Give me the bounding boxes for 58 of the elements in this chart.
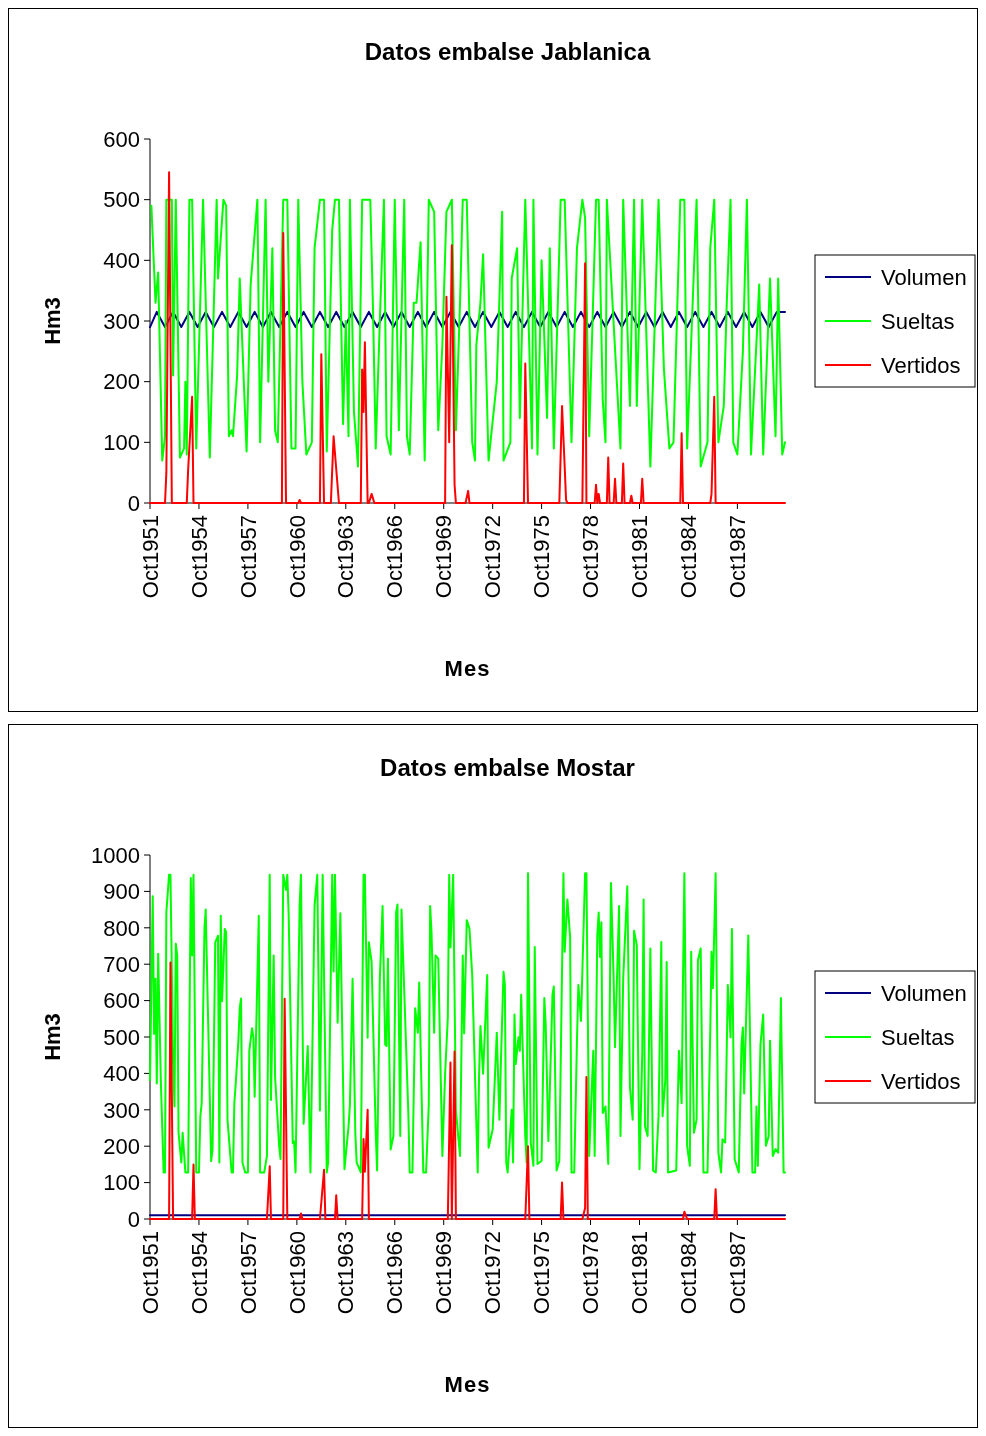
line-series xyxy=(149,872,786,1174)
y-axis-title: Hm3 xyxy=(40,1013,65,1061)
x-tick-label: Oct1975 xyxy=(529,515,555,599)
x-tick-label: Oct1966 xyxy=(382,515,408,599)
legend-label: Sueltas xyxy=(881,308,955,334)
y-tick-label: 400 xyxy=(103,248,140,274)
x-tick-label: Oct1951 xyxy=(137,515,163,599)
x-tick-label: Oct1984 xyxy=(676,1231,702,1315)
y-tick-label: 900 xyxy=(103,879,140,905)
legend-label: Vertidos xyxy=(881,1068,961,1094)
y-tick-label: 200 xyxy=(103,1133,140,1159)
y-tick-label: 100 xyxy=(103,430,140,456)
x-tick-label: Oct1963 xyxy=(333,515,359,599)
y-tick-label: 500 xyxy=(103,187,140,213)
x-tick-label: Oct1972 xyxy=(480,1231,506,1315)
y-tick-label: 200 xyxy=(103,369,140,395)
chart-title: Datos embalse Jablanica xyxy=(364,38,651,65)
chart-title: Datos embalse Mostar xyxy=(380,754,635,781)
x-tick-label: Oct1969 xyxy=(431,1231,457,1315)
legend-label: Sueltas xyxy=(881,1024,955,1050)
y-tick-label: 800 xyxy=(103,915,140,941)
x-axis-title: Mes xyxy=(444,656,491,681)
legend-label: Vertidos xyxy=(881,352,961,378)
legend-label: Volumen xyxy=(881,980,967,1006)
y-tick-label: 400 xyxy=(103,1061,140,1087)
x-tick-label: Oct1957 xyxy=(235,1231,261,1315)
y-tick-label: 600 xyxy=(103,988,140,1014)
y-tick-label: 100 xyxy=(103,1170,140,1196)
y-tick-label: 700 xyxy=(103,951,140,977)
x-tick-label: Oct1957 xyxy=(235,515,261,599)
x-tick-label: Oct1975 xyxy=(529,1231,555,1315)
x-tick-label: Oct1987 xyxy=(725,515,751,599)
y-axis-title: Hm3 xyxy=(40,297,65,345)
x-tick-label: Oct1966 xyxy=(382,1231,408,1315)
x-tick-label: Oct1954 xyxy=(186,1231,212,1315)
y-tick-label: 1000 xyxy=(91,842,140,868)
x-tick-label: Oct1972 xyxy=(480,515,506,599)
x-tick-label: Oct1963 xyxy=(333,1231,359,1315)
y-tick-label: 600 xyxy=(103,126,140,152)
y-tick-label: 300 xyxy=(103,1097,140,1123)
x-tick-label: Oct1960 xyxy=(284,1231,310,1315)
x-tick-label: Oct1951 xyxy=(137,1231,163,1315)
y-tick-label: 300 xyxy=(103,308,140,334)
x-tick-label: Oct1960 xyxy=(284,515,310,599)
x-tick-label: Oct1978 xyxy=(578,1231,604,1315)
x-tick-label: Oct1981 xyxy=(627,515,653,599)
x-tick-label: Oct1969 xyxy=(431,515,457,599)
y-tick-label: 0 xyxy=(127,490,140,516)
x-tick-label: Oct1954 xyxy=(186,515,212,599)
line-series xyxy=(150,198,786,468)
y-tick-label: 0 xyxy=(127,1206,140,1232)
x-tick-label: Oct1987 xyxy=(725,1231,751,1315)
y-tick-label: 500 xyxy=(103,1024,140,1050)
x-tick-label: Oct1984 xyxy=(676,515,702,599)
x-tick-label: Oct1981 xyxy=(627,1231,653,1315)
x-axis-title: Mes xyxy=(444,1372,491,1397)
x-tick-label: Oct1978 xyxy=(578,515,604,599)
legend-label: Volumen xyxy=(881,264,967,290)
